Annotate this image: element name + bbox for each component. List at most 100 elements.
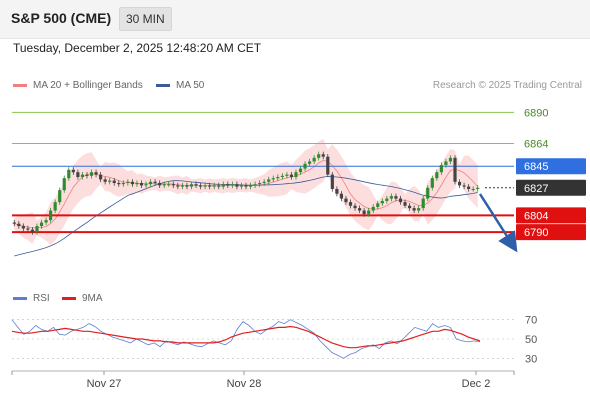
level-label-bg-6790 [516,224,586,241]
candle-body [35,226,39,233]
candle-body [403,202,407,206]
candle-body [262,181,266,183]
legend-ma50: MA 50 [156,80,204,91]
candle-body [176,185,180,187]
level-label-6827: 6827 [524,183,548,195]
ma50-swatch [156,84,170,87]
candle-body [280,175,284,178]
candle-body [117,182,121,185]
candle-body [226,184,230,186]
candle-body [17,223,21,227]
candle-body [198,185,203,187]
candle-body [230,184,234,186]
candle-body [71,169,75,173]
candle-body [421,198,425,209]
rsi-tick-50: 50 [525,334,537,346]
candle-body [130,181,134,185]
candle-body [12,222,16,224]
interval-button[interactable]: 30 MIN [119,7,172,31]
candle-body [153,181,157,183]
candle-body [189,184,194,187]
candle-body [135,182,139,185]
chart-header: S&P 500 (CME) 30 MIN [0,0,590,39]
candle-body [171,184,175,186]
candle-body [385,198,389,201]
candle-body [330,174,334,189]
candle-body [276,177,280,179]
candle-body [412,208,416,211]
candle-body [99,174,103,180]
candle-body [203,185,207,187]
level-label-6845: 6845 [524,161,548,173]
candle-body [49,210,53,221]
x-tick-label: Dec 2 [462,378,491,390]
candle-body [221,184,225,187]
candle-body [430,178,434,188]
9ma-swatch [62,297,76,300]
candle-body [76,172,80,178]
candle-body [380,200,384,204]
candle-body [312,157,316,162]
candle-body [85,174,89,176]
candle-body [244,185,248,187]
candle-body [353,205,357,209]
candle-body [217,185,221,187]
level-label-6890: 6890 [524,107,548,119]
candle-body [317,154,321,158]
candle-body [453,157,457,182]
candle-body [139,182,144,186]
candle-body [167,184,171,186]
candle-body [258,182,262,185]
candle-body [108,180,112,182]
bollinger-band [14,138,478,245]
candle-body [335,188,339,194]
candle-body [367,210,371,215]
legend-rsi-label: RSI [33,293,50,304]
rsi-series-rsi [11,319,481,359]
candle-body [358,208,362,211]
candle-body [298,168,303,173]
rsi-swatch [13,297,27,300]
candle-body [58,190,62,203]
candle-body [439,165,443,173]
candle-body [326,156,330,175]
level-label-6804: 6804 [524,210,548,222]
forecast-arrow [478,193,518,253]
candle-body [21,226,25,229]
level-label-bg-6804 [516,207,586,224]
candle-body [162,184,166,186]
candle-body [94,172,98,175]
candle-body [53,202,57,211]
candle-body [321,154,325,157]
candle-body [180,185,184,187]
legend-ma20-label: MA 20 + Bollinger Bands [33,80,143,91]
legend-9ma-label: 9MA [82,293,103,304]
candle-body [67,169,71,179]
candle-body [294,172,298,178]
candle-body [126,181,130,183]
ma20-swatch [13,84,27,87]
candle-body [362,210,366,215]
legend-ma20: MA 20 + Bollinger Bands [13,80,143,91]
candle-body [344,198,348,203]
timestamp: Tuesday, December 2, 2025 12:48:20 AM CE… [13,41,262,55]
candle-body [289,174,294,178]
candle-body [394,196,398,199]
candle-body [267,179,271,182]
level-label-6864: 6864 [524,138,548,150]
candle-body [426,187,430,199]
legend-ma50-label: MA 50 [176,80,205,91]
candle-body [185,185,189,187]
candle-body [121,182,125,185]
candle-body [271,178,275,180]
candle-body [339,193,344,199]
candle-body [158,182,162,186]
candle-body [62,178,66,191]
candle-body [457,181,462,186]
candle-body [26,228,30,230]
x-tick-label: Nov 28 [227,378,262,390]
candle-body [371,206,375,211]
candle-body [348,202,353,206]
legend-rsi: RSI [13,293,50,304]
